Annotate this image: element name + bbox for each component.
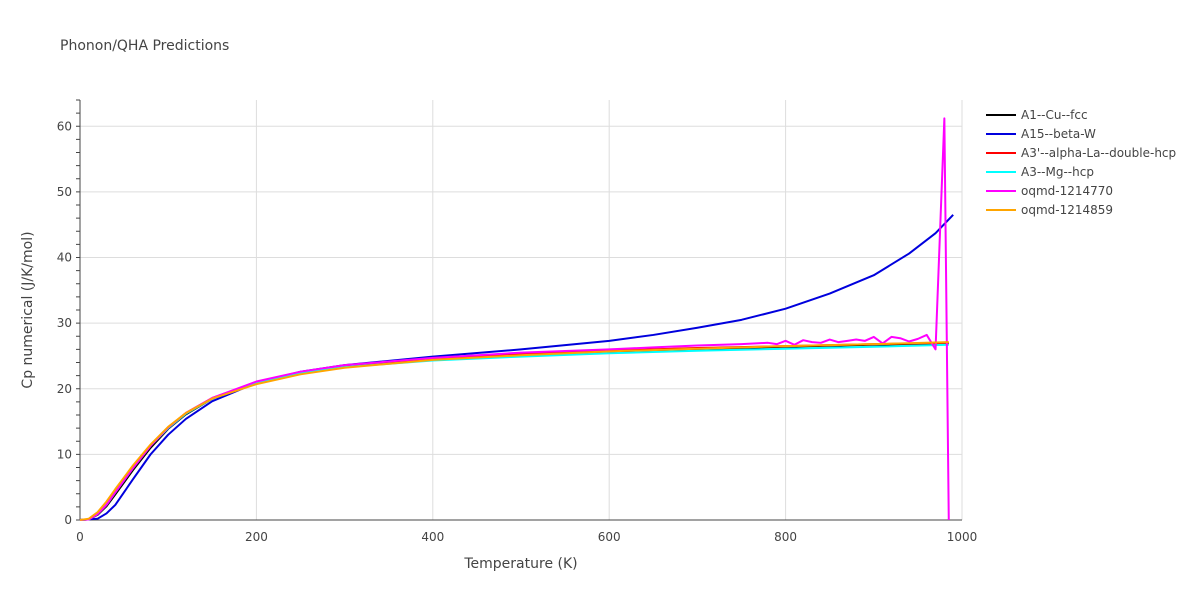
legend-item[interactable]: A15--beta-W — [986, 127, 1096, 141]
y-tick-label: 50 — [57, 185, 72, 199]
y-tick-label: 40 — [57, 251, 72, 265]
series-layer — [79, 117, 954, 521]
axis-layer — [79, 100, 962, 521]
series-line-4[interactable] — [79, 117, 950, 521]
series-line-2[interactable] — [79, 341, 949, 521]
y-axis-label: Cp numerical (J/K/mol) — [20, 231, 36, 388]
x-tick-label: 800 — [774, 530, 797, 544]
legend-label: A3'--alpha-La--double-hcp — [1021, 146, 1176, 160]
y-tick-label: 30 — [57, 316, 72, 330]
x-tick-label: 0 — [76, 530, 84, 544]
grid-layer — [80, 100, 963, 520]
series-line-1[interactable] — [79, 214, 954, 521]
legend[interactable]: A1--Cu--fcc A15--beta-W A3'--alpha-La--dou… — [986, 108, 1176, 217]
x-tick-label: 600 — [598, 530, 621, 544]
y-tick-label: 20 — [57, 382, 72, 396]
x-tick-label: 400 — [421, 530, 444, 544]
x-axis-label: Temperature (K) — [463, 556, 577, 572]
legend-item[interactable]: oqmd-1214770 — [986, 184, 1113, 198]
legend-item[interactable]: A3'--alpha-La--double-hcp — [986, 146, 1176, 160]
series-line-3[interactable] — [79, 343, 949, 521]
x-tick-label: 1000 — [947, 530, 978, 544]
series-line-0[interactable] — [79, 342, 949, 521]
legend-label: A3--Mg--hcp — [1021, 165, 1094, 179]
legend-label: oqmd-1214859 — [1021, 203, 1113, 217]
legend-label: oqmd-1214770 — [1021, 184, 1113, 198]
x-tick-label: 200 — [245, 530, 268, 544]
chart-title: Phonon/QHA Predictions — [60, 38, 229, 54]
y-tick-label: 0 — [64, 513, 72, 527]
legend-item[interactable]: A1--Cu--fcc — [986, 108, 1088, 122]
series-line-5[interactable] — [79, 341, 949, 521]
legend-label: A1--Cu--fcc — [1021, 108, 1088, 122]
legend-item[interactable]: oqmd-1214859 — [986, 203, 1113, 217]
tick-layer: 0 200 400 600 800 1000 0 10 20 30 40 50 60 — [57, 99, 978, 544]
y-tick-label: 10 — [57, 447, 72, 461]
y-tick-label: 60 — [57, 119, 72, 133]
legend-item[interactable]: A3--Mg--hcp — [986, 165, 1094, 179]
legend-label: A15--beta-W — [1021, 127, 1096, 141]
